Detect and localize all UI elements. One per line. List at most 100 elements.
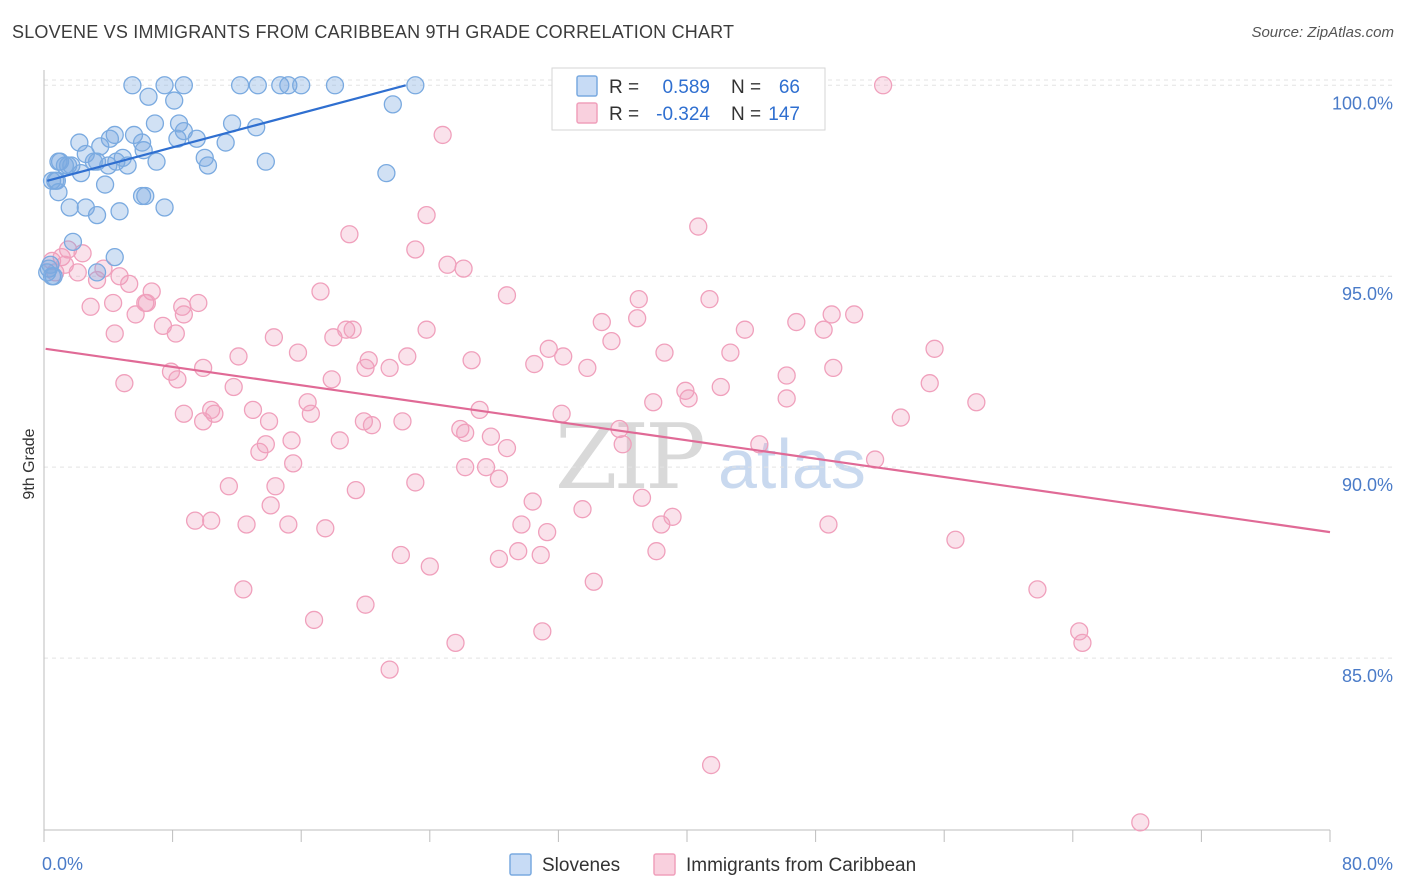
point-caribbean	[420, 557, 439, 576]
point-caribbean	[891, 408, 910, 427]
point-caribbean	[655, 343, 674, 362]
point-caribbean	[531, 545, 550, 565]
point-caribbean	[433, 125, 452, 145]
point-slovenes	[44, 267, 63, 286]
point-caribbean	[537, 522, 557, 542]
point-caribbean	[406, 473, 425, 492]
point-slovenes	[84, 152, 103, 171]
point-caribbean	[721, 343, 740, 362]
point-caribbean	[679, 389, 698, 408]
point-slovenes	[139, 87, 158, 106]
point-caribbean	[81, 297, 100, 316]
point-caribbean	[284, 454, 303, 473]
point-slovenes	[230, 76, 250, 95]
point-caribbean	[105, 324, 124, 343]
source-credit: Source: ZipAtlas.com	[1251, 24, 1394, 41]
point-caribbean	[224, 377, 243, 397]
point-caribbean	[229, 347, 248, 366]
point-caribbean	[417, 205, 436, 225]
point-slovenes	[63, 232, 83, 252]
point-slovenes	[100, 129, 120, 148]
y-tick-label: 95.0%	[1342, 284, 1393, 304]
legend-n-value: 147	[768, 104, 800, 125]
legend-swatch-caribbean	[653, 853, 676, 876]
point-caribbean	[647, 542, 666, 561]
point-caribbean	[1131, 813, 1150, 832]
point-caribbean	[573, 500, 592, 519]
point-slovenes	[292, 76, 311, 95]
x-tick-label: 80.0%	[1342, 854, 1393, 874]
legend-r-value: -0.324	[656, 104, 710, 125]
point-caribbean	[398, 347, 417, 366]
point-caribbean	[103, 293, 123, 313]
point-caribbean	[264, 328, 284, 347]
point-caribbean	[873, 76, 893, 95]
point-caribbean	[552, 404, 571, 423]
y-tick-label: 100.0%	[1332, 93, 1393, 113]
point-slovenes	[105, 247, 124, 267]
point-slovenes	[87, 263, 107, 282]
y-tick-label: 85.0%	[1342, 666, 1393, 686]
point-slovenes	[165, 91, 184, 110]
point-caribbean	[173, 297, 192, 316]
point-slovenes	[406, 76, 425, 95]
tick-labels: 85.0% 90.0% 95.0% 100.0% 0.0% 80.0%	[42, 93, 1393, 874]
legend-swatch-slovenes	[576, 75, 598, 97]
point-caribbean	[340, 225, 359, 244]
x-tick-label: 0.0%	[42, 854, 83, 874]
trend-line-slovenes	[46, 84, 406, 182]
point-slovenes	[174, 76, 194, 95]
gridlines	[44, 79, 1392, 659]
point-caribbean	[311, 282, 330, 301]
point-slovenes	[145, 114, 165, 133]
point-caribbean	[261, 496, 280, 515]
point-caribbean	[489, 549, 509, 568]
legend-n-value: 66	[779, 77, 800, 98]
legend-r-label: R =	[609, 104, 639, 125]
point-caribbean	[787, 312, 806, 332]
point-caribbean	[777, 389, 796, 408]
point-slovenes	[383, 95, 402, 114]
point-caribbean	[967, 393, 986, 412]
point-caribbean	[380, 358, 399, 378]
point-caribbean	[185, 511, 205, 530]
series-legend: Slovenes Immigrants from Caribbean	[509, 853, 916, 876]
point-caribbean	[578, 358, 597, 378]
point-caribbean	[735, 320, 755, 339]
point-slovenes	[49, 183, 68, 202]
point-caribbean	[393, 412, 412, 431]
point-caribbean	[824, 358, 843, 378]
point-caribbean	[454, 259, 473, 278]
legend-r-value: 0.589	[662, 77, 710, 98]
point-caribbean	[243, 400, 263, 420]
point-caribbean	[711, 377, 730, 397]
point-caribbean	[446, 633, 465, 653]
point-caribbean	[628, 309, 647, 328]
point-caribbean	[316, 519, 335, 538]
point-caribbean	[489, 469, 509, 488]
point-caribbean	[584, 572, 603, 591]
point-caribbean	[279, 515, 298, 534]
axes	[43, 70, 1331, 842]
point-slovenes	[155, 76, 174, 95]
point-caribbean	[219, 477, 239, 496]
point-slovenes	[60, 198, 79, 217]
point-slovenes	[325, 76, 345, 95]
point-slovenes	[248, 76, 267, 95]
legend-label-slovenes: Slovenes	[542, 855, 620, 876]
point-caribbean	[497, 286, 517, 305]
point-caribbean	[115, 374, 134, 393]
point-caribbean	[142, 282, 161, 301]
point-caribbean	[137, 293, 157, 313]
point-caribbean	[174, 404, 194, 423]
point-caribbean	[613, 435, 632, 454]
point-caribbean	[456, 458, 475, 477]
point-caribbean	[356, 595, 375, 614]
trend-lines	[45, 84, 1331, 534]
point-slovenes	[87, 205, 107, 225]
point-caribbean	[1070, 622, 1089, 641]
point-caribbean	[356, 358, 375, 378]
point-caribbean	[438, 255, 457, 274]
point-caribbean	[819, 515, 838, 534]
legend-n-label: N =	[731, 104, 761, 125]
